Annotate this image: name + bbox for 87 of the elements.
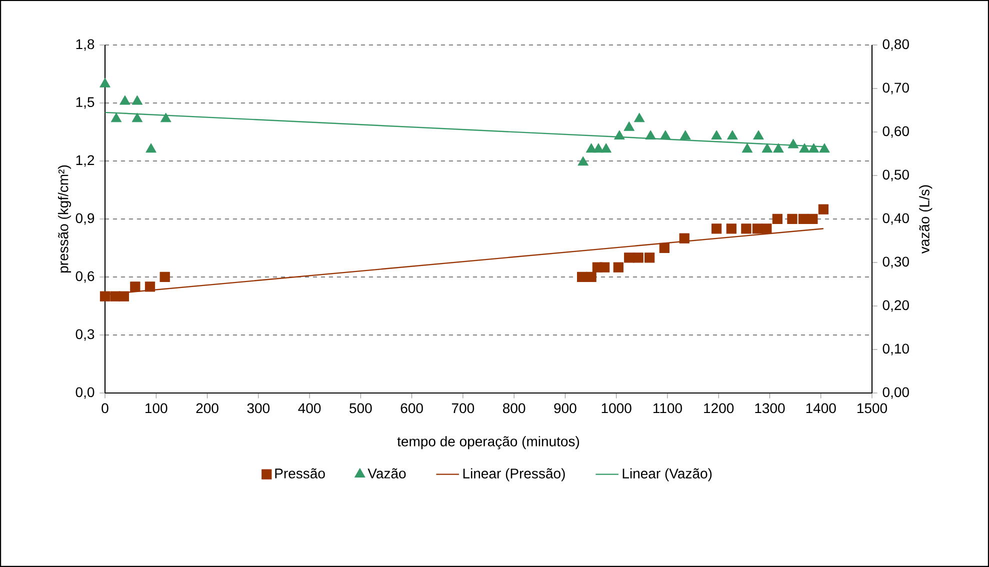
- y-tick-label: 0,3: [76, 329, 94, 341]
- y2-tick-label: 0,00: [882, 387, 909, 399]
- legend-label: Vazão: [368, 468, 406, 478]
- point: [680, 130, 691, 140]
- point: [160, 112, 172, 122]
- point: [772, 214, 782, 224]
- point: [146, 143, 156, 153]
- point: [752, 224, 763, 234]
- point: [762, 143, 773, 153]
- x-tick-label: 1100: [653, 403, 682, 414]
- y2-tick-label: 0,40: [882, 213, 909, 225]
- legend-label: Pressão: [275, 468, 325, 478]
- x-tick-label: 1200: [704, 403, 734, 414]
- point: [660, 130, 671, 140]
- point: [788, 138, 799, 148]
- point: [773, 143, 784, 153]
- y2-tick-label: 0,50: [882, 170, 909, 182]
- y2-tick-label: 0,60: [882, 126, 909, 138]
- x-tick-label: 700: [452, 403, 474, 414]
- x-tick-label: 200: [196, 403, 218, 414]
- y2-tick-label: 0,80: [882, 39, 909, 51]
- point: [593, 143, 604, 153]
- x-tick-label: 500: [350, 403, 372, 414]
- point: [132, 112, 143, 122]
- point: [100, 291, 110, 302]
- point: [753, 130, 764, 140]
- point: [633, 252, 644, 263]
- y-tick-label: 1,2: [76, 155, 94, 167]
- point: [600, 143, 612, 153]
- point: [586, 272, 596, 282]
- x-tick-label: 0: [102, 403, 108, 414]
- point: [659, 242, 670, 254]
- legend-label: Linear (Vazão): [622, 468, 712, 482]
- point: [711, 130, 722, 140]
- point: [762, 224, 772, 234]
- point: [614, 130, 625, 140]
- y2-tick-label: 0,30: [882, 256, 909, 268]
- y2-tick-label: 0,70: [882, 82, 909, 94]
- y2-tick-label: 0,20: [882, 300, 909, 312]
- point: [600, 262, 610, 272]
- point: [726, 224, 736, 234]
- y-tick-label: 0,9: [76, 213, 94, 225]
- point: [120, 95, 130, 105]
- x-tick-label: 800: [502, 403, 526, 414]
- x-tick-label: 1500: [857, 403, 888, 414]
- point: [787, 214, 798, 224]
- x-tick-label: 1400: [806, 403, 836, 414]
- point: [742, 143, 753, 153]
- point: [118, 291, 129, 302]
- point: [808, 143, 820, 153]
- point: [160, 272, 170, 282]
- point: [100, 78, 110, 88]
- point: [711, 224, 722, 234]
- point: [634, 112, 645, 122]
- x-tick-label: 600: [400, 403, 423, 414]
- x-tick-label: 1300: [755, 403, 785, 414]
- point: [578, 156, 588, 166]
- y2-axis-title: vazão (L/s): [919, 185, 932, 254]
- y2-tick-label: 0,10: [882, 344, 909, 356]
- legend-label: Linear (Pressão): [463, 468, 565, 482]
- x-tick-label: 400: [298, 403, 321, 414]
- x-tick-label: 900: [554, 403, 576, 414]
- point: [819, 143, 830, 153]
- point: [624, 252, 634, 263]
- point: [624, 122, 634, 131]
- point: [679, 233, 690, 244]
- point: [144, 282, 156, 292]
- x-axis-title: tempo de operação (minutos): [397, 436, 580, 450]
- point: [132, 95, 143, 105]
- point: [799, 143, 810, 153]
- point: [741, 224, 752, 234]
- y-tick-label: 1,5: [76, 97, 94, 109]
- point: [110, 112, 122, 122]
- y-tick-label: 0,0: [76, 387, 94, 399]
- point: [130, 282, 140, 292]
- x-tick-label: 300: [247, 403, 270, 414]
- x-tick-label: 100: [146, 403, 168, 414]
- y-tick-label: 1,8: [76, 39, 94, 51]
- point: [808, 214, 818, 224]
- point: [644, 252, 655, 263]
- point: [727, 130, 738, 140]
- y-axis-title: pressão (kgf/cm²): [58, 165, 72, 273]
- point: [613, 262, 624, 272]
- y-tick-label: 0,6: [76, 271, 94, 283]
- point: [645, 130, 656, 140]
- x-tick-label: 1000: [602, 403, 632, 414]
- point: [818, 204, 828, 214]
